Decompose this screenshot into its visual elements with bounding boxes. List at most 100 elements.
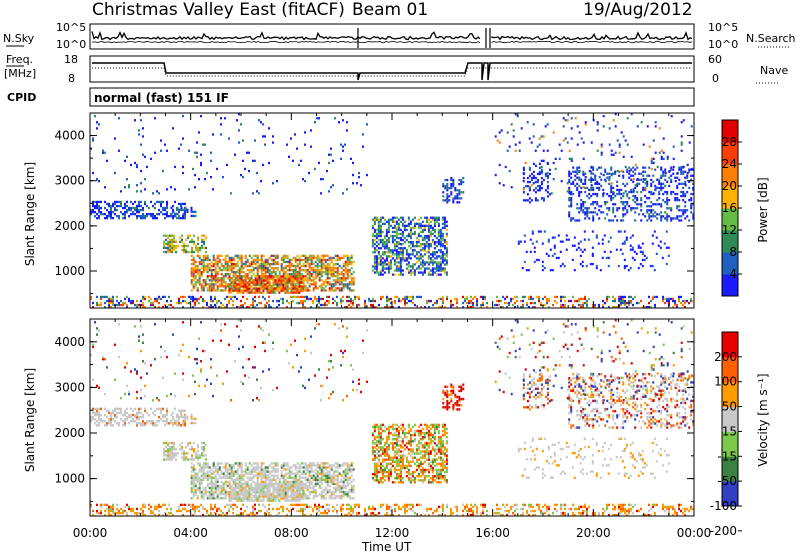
power-cell (616, 180, 619, 183)
power-cell (318, 279, 321, 282)
power-cell (595, 234, 598, 237)
power-cell (320, 283, 323, 286)
power-cell (623, 258, 626, 262)
power-cell (216, 256, 219, 260)
power-cell (668, 184, 671, 188)
power-cell (206, 287, 209, 290)
power-cell (342, 275, 345, 278)
power-cell (296, 289, 299, 292)
power-cell (452, 185, 455, 188)
power-cell (210, 273, 213, 276)
power-cell (318, 306, 320, 309)
power-cell (670, 297, 672, 301)
power-cell (446, 185, 449, 188)
power-cell (256, 283, 259, 286)
power-cell (356, 303, 358, 307)
power-cell (278, 303, 280, 307)
power-cell (594, 192, 597, 196)
velocity-cell (146, 420, 148, 423)
power-cell (678, 182, 681, 185)
power-cell (405, 263, 408, 266)
power-cell (610, 173, 613, 177)
power-cell (350, 283, 353, 286)
power-cell (548, 172, 551, 176)
velocity-cell (272, 478, 275, 481)
power-cell (632, 174, 635, 177)
power-cell (262, 283, 265, 286)
velocity-cell (181, 452, 183, 455)
power-cell (228, 266, 231, 270)
power-cell (232, 275, 235, 278)
power-cell (636, 199, 639, 202)
velocity-heatmap-cells (90, 319, 695, 517)
power-cell (152, 217, 154, 220)
power-cell (606, 192, 609, 196)
power-cell (318, 264, 321, 268)
velocity-cell (274, 480, 277, 484)
power-cell (438, 297, 440, 301)
power-cell (407, 255, 410, 258)
power-cell (192, 262, 195, 266)
power-cell (334, 117, 336, 120)
power-cell (258, 277, 261, 280)
power-cell (379, 269, 382, 272)
velocity-cell (180, 409, 182, 413)
velocity-cell (110, 424, 112, 427)
power-cell (138, 215, 140, 218)
power-cell (230, 192, 232, 195)
power-cell (232, 289, 235, 292)
power-cell (421, 249, 424, 252)
power-cell (308, 258, 311, 262)
power-cell (528, 137, 531, 140)
power-cell (220, 279, 223, 282)
velocity-cell (230, 468, 233, 471)
velocity-cell (218, 490, 221, 494)
power-cell (684, 184, 687, 187)
velocity-cell (174, 421, 177, 425)
velocity-cell (164, 413, 166, 417)
power-cell (98, 303, 100, 307)
velocity-cell (234, 462, 237, 465)
power-cell (678, 168, 681, 171)
power-cell (383, 261, 386, 264)
power-cell (205, 236, 207, 239)
power-cell (398, 299, 400, 303)
power-cell (576, 168, 579, 171)
power-cell (222, 264, 225, 268)
power-cell (401, 222, 404, 225)
power-cell (602, 115, 605, 118)
velocity-cell (206, 495, 209, 498)
velocity-cell (200, 482, 203, 486)
power-cell (182, 202, 184, 206)
velocity-cell (112, 418, 114, 421)
power-cell (340, 301, 342, 305)
power-cell (610, 219, 613, 222)
power-cell (210, 299, 212, 303)
power-cell (294, 264, 297, 268)
velocity-cell (264, 468, 267, 471)
velocity-cell (220, 484, 223, 488)
power-cell (431, 253, 434, 256)
power-cell (676, 192, 679, 196)
power-cell (393, 226, 396, 230)
power-cell (586, 194, 589, 198)
power-cell (600, 205, 603, 208)
power-cell (316, 275, 319, 278)
power-cell (224, 275, 227, 278)
power-cell (156, 190, 158, 193)
velocity-cell (238, 480, 241, 484)
power-cell (427, 245, 430, 248)
power-cell (276, 306, 278, 309)
power-cell (439, 263, 442, 266)
power-cell (146, 215, 148, 218)
power-cell (238, 275, 241, 278)
power-cell (260, 277, 263, 280)
power-cell (340, 297, 342, 301)
power-cell (674, 301, 676, 305)
power-cell (112, 303, 114, 307)
power-cell (435, 265, 438, 268)
velocity-cell (92, 407, 94, 411)
velocity-cell (220, 490, 223, 494)
power-cell (270, 289, 273, 292)
power-cell (630, 209, 633, 212)
